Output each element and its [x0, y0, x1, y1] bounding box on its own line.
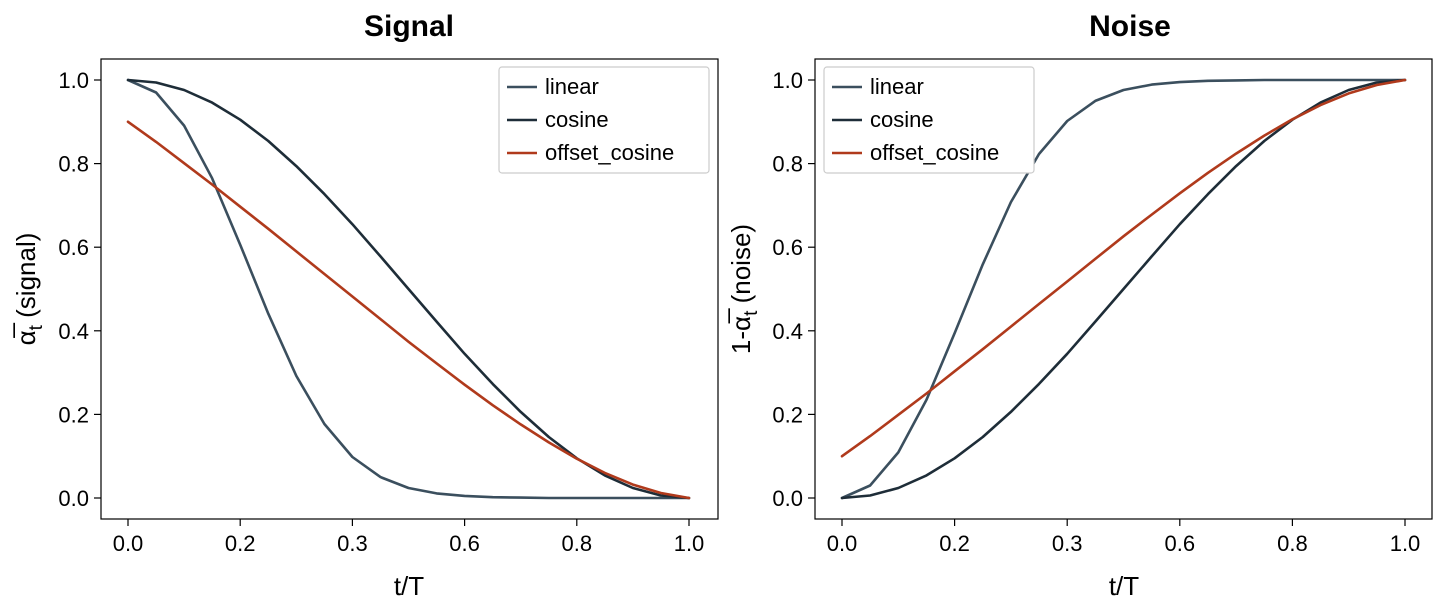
series-line-offset-cosine: [840, 78, 1407, 458]
y-axis-label: 1-α̅t (noise): [726, 224, 762, 354]
legend-box: [498, 66, 710, 174]
legend-entry: linear: [870, 74, 924, 99]
x-tick-label: 0.2: [225, 531, 256, 556]
y-tick-label: 0.4: [58, 319, 89, 344]
y-tick-label: 0.8: [58, 152, 89, 177]
y-tick-label: 0.6: [772, 235, 803, 260]
series-lines: [126, 78, 691, 500]
series-line-linear: [840, 78, 1407, 500]
axis-ticks: 0.0 0.2 0.3 0.6 0.8 1.0 0.0 0.2 0.4 0.6 0.8 1.0: [58, 68, 704, 556]
y-tick-label: 0.2: [58, 402, 89, 427]
x-tick-label: 0.6: [449, 531, 480, 556]
y-axis-label-rest: (signal): [11, 233, 41, 325]
plot-frame: [100, 58, 719, 520]
chart-title: Signal: [364, 10, 454, 43]
y-tick-label: 0.6: [58, 235, 89, 260]
x-tick-label: 0.2: [939, 531, 970, 556]
series-line-cosine: [126, 78, 691, 500]
x-tick-label: 1.0: [674, 531, 705, 556]
x-tick-label: 0.0: [827, 531, 858, 556]
y-tick-label: 1.0: [58, 68, 89, 93]
legend-entry: cosine: [545, 107, 609, 132]
x-axis-label: t/T: [394, 571, 424, 601]
x-tick-label: 1.0: [1390, 531, 1421, 556]
y-tick-label: 0.4: [772, 319, 803, 344]
series-line-cosine: [840, 78, 1407, 500]
y-tick-label: 1.0: [772, 68, 803, 93]
y-axis-label-sub: t: [26, 324, 47, 330]
x-tick-label: 0.6: [1165, 531, 1196, 556]
y-tick-label: 0.0: [58, 486, 89, 511]
legend: linear cosine offset_cosine: [498, 66, 710, 174]
y-axis-label: α̅t (signal): [11, 233, 47, 346]
y-axis-label-rest: (noise): [726, 224, 756, 311]
y-tick-label: 0.8: [772, 152, 803, 177]
legend: linear cosine offset_cosine: [823, 66, 1035, 174]
x-tick-label: 0.3: [337, 531, 368, 556]
legend-entry: offset_cosine: [870, 140, 999, 165]
series-line-linear: [126, 78, 691, 500]
x-tick-label: 0.8: [1277, 531, 1308, 556]
x-axis-label: t/T: [1109, 571, 1139, 601]
series-line-offset-cosine: [126, 120, 691, 500]
y-tick-label: 0.2: [772, 402, 803, 427]
axis-ticks: 0.0 0.2 0.3 0.6 0.8 1.0 0.0 0.2 0.4 0.6 0.8 1.0: [772, 68, 1420, 556]
noise-chart: Noise 0.0 0.2 0.3 0.6 0.8 1.0 0.0 0.2 0.4 0.6 0.8 1…: [726, 10, 1433, 601]
y-tick-label: 0.0: [772, 486, 803, 511]
x-tick-label: 0.8: [562, 531, 593, 556]
x-tick-label: 0.0: [113, 531, 144, 556]
series-lines: [840, 78, 1407, 500]
legend-entry: cosine: [870, 107, 934, 132]
x-tick-label: 0.3: [1052, 531, 1083, 556]
legend-entry: offset_cosine: [545, 140, 674, 165]
chart-title: Noise: [1089, 10, 1171, 43]
y-axis-label-sub: t: [741, 310, 762, 316]
legend-box: [823, 66, 1035, 174]
signal-chart: Signal 0.0 0.2 0.3 0.6 0.8 1.0 0.0 0.2 0.4 0.6 0.8…: [11, 10, 719, 601]
plot-frame: [814, 58, 1433, 520]
legend-entry: linear: [545, 74, 599, 99]
